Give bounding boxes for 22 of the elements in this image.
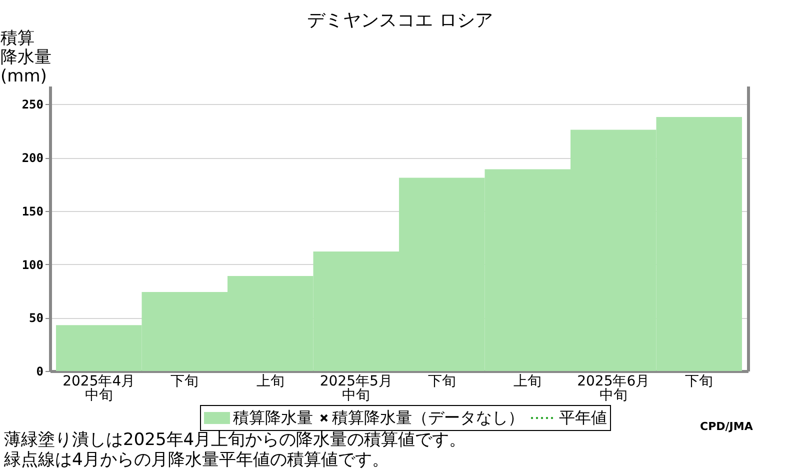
y-tick-label: 150 [22,204,44,218]
y-tick-label: 250 [22,98,44,112]
y-tick-label: 200 [22,151,44,166]
x-tick-label: 2025年5月中旬 [320,374,392,404]
legend-label: 積算降水量（データなし） [332,408,524,428]
y-tick-label: 50 [29,311,44,326]
x-tick-label: 上旬 [256,374,284,390]
text: 薄緑塗り潰しは2025年4月上旬からの降水量の積算値です。 [4,430,466,450]
y-axis-title: 積算降水量(mm) [0,28,52,86]
y-tick-label: 0 [36,364,44,378]
x-tick-label: 下旬 [428,374,456,390]
x-tick-label: 上旬 [514,374,542,390]
x-tick-label: 下旬 [170,374,199,390]
y-tick-label: 100 [22,258,44,272]
text: CPD/JMA [700,420,753,433]
x-tick-label: 下旬 [685,374,714,390]
x-tick-label: 2025年6月中旬 [577,374,650,404]
legend-label: 積算降水量 [233,408,313,428]
x-tick-label: 2025年4月中旬 [62,374,136,404]
text: 緑点線は4月からの月降水量平年値の積算値です。 [4,450,389,470]
chart-title: デミヤンスコエ ロシア [307,10,493,31]
legend-label: 平年値 [559,408,607,428]
